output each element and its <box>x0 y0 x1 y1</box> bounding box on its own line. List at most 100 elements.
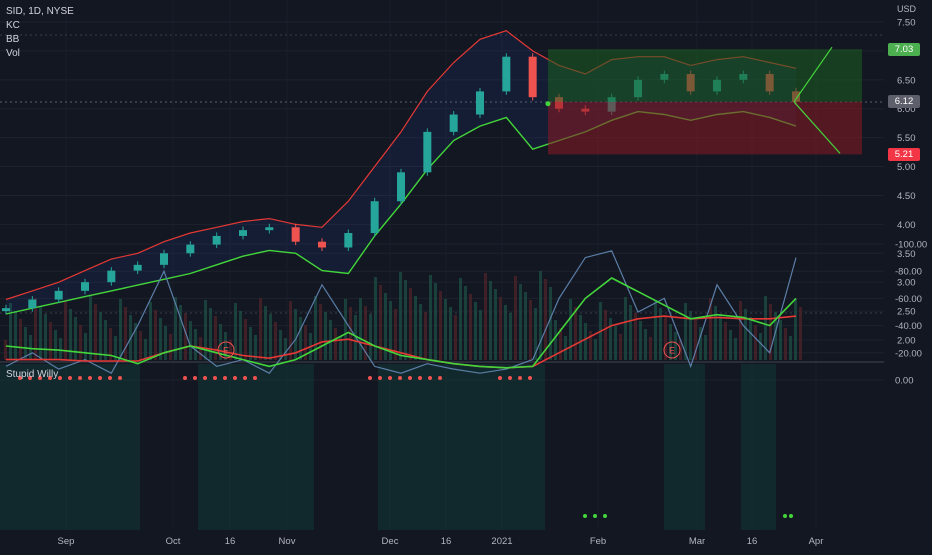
candle-body <box>476 91 484 115</box>
oversold-dot <box>593 514 597 518</box>
candle-body <box>160 253 168 265</box>
indicator-tick-label: -60.00 <box>895 294 922 305</box>
volume-bar <box>149 302 152 360</box>
volume-bar <box>289 301 292 360</box>
volume-bar <box>39 306 42 360</box>
volume-bar <box>204 300 207 360</box>
time-tick-label: Apr <box>809 536 824 547</box>
volume-bar <box>714 306 717 360</box>
volume-bar <box>699 327 702 360</box>
candle-body <box>528 56 537 98</box>
volume-bar <box>329 320 332 360</box>
candle-body <box>28 299 37 309</box>
overbought-dot <box>98 376 102 380</box>
fast-line <box>5 250 797 375</box>
volume-bar <box>284 338 287 360</box>
overlay-vol[interactable]: Vol <box>6 48 20 59</box>
candle-body <box>239 230 247 236</box>
volume-bar <box>634 313 637 360</box>
volume-bar <box>154 310 157 360</box>
overbought-dot <box>88 376 92 380</box>
volume-bar <box>664 316 667 360</box>
volume-bar <box>744 309 747 360</box>
volume-bar <box>399 272 402 360</box>
symbol-title[interactable]: SID, 1D, NYSE <box>6 6 74 17</box>
candle-body <box>2 308 10 312</box>
candle <box>107 267 116 286</box>
indicator-zone <box>741 364 776 530</box>
volume-bar <box>504 305 507 360</box>
volume-bar <box>94 304 97 360</box>
volume-bar <box>144 339 147 360</box>
volume-bar <box>259 298 262 360</box>
price-tick-label: 2.00 <box>897 336 916 347</box>
volume-bar <box>74 317 77 360</box>
volume-bar <box>769 304 772 360</box>
volume-bar <box>734 338 737 360</box>
indicator-title[interactable]: Stupid Willy <box>6 369 59 380</box>
volume-bar <box>789 336 792 360</box>
volume-bar <box>749 317 752 360</box>
volume-bar <box>29 335 32 360</box>
volume-bar <box>539 271 542 360</box>
overbought-dot <box>58 376 62 380</box>
volume-bar <box>124 307 127 360</box>
volume-bar <box>369 314 372 360</box>
volume-bar <box>239 311 242 360</box>
candle-body <box>318 241 326 248</box>
candle <box>239 226 247 240</box>
volume-bar <box>689 311 692 360</box>
overlay-bb[interactable]: BB <box>6 34 20 45</box>
overbought-dot <box>243 376 247 380</box>
volume-bar <box>14 311 17 360</box>
time-tick-label: 16 <box>747 536 758 547</box>
volume-bar <box>799 307 802 360</box>
volume-bar <box>374 277 377 360</box>
volume-bar <box>639 321 642 360</box>
price-tick-label: 4.00 <box>897 220 916 231</box>
volume-bar <box>314 296 317 360</box>
profit-zone <box>548 49 862 102</box>
candle-body <box>265 227 274 231</box>
candle-body <box>186 244 195 254</box>
volume-bar <box>84 333 87 360</box>
volume-bar <box>604 310 607 360</box>
volume-bar <box>19 319 22 360</box>
volume-bar <box>629 305 632 360</box>
candle <box>397 168 405 205</box>
candle <box>212 232 221 249</box>
currency-label: USD <box>897 4 917 14</box>
volume-bar <box>499 297 502 360</box>
volume-bar <box>174 297 177 360</box>
volume-bar <box>624 297 627 360</box>
volume-bar <box>304 325 307 360</box>
volume-bar <box>589 331 592 360</box>
loss-zone <box>548 101 862 155</box>
overbought-dot <box>498 376 502 380</box>
slow-line <box>5 277 797 369</box>
volume-bar <box>214 316 217 360</box>
volume-bar <box>359 298 362 360</box>
entry-dot <box>545 101 551 107</box>
time-tick-label: Nov <box>279 536 296 547</box>
volume-bar <box>564 336 567 360</box>
overbought-dot <box>193 376 197 380</box>
candle <box>449 111 458 136</box>
overbought-dot <box>213 376 217 380</box>
volume-bar <box>469 294 472 360</box>
candle-body <box>81 282 89 291</box>
overbought-dot <box>38 376 42 380</box>
price-tick-label: 5.50 <box>897 133 916 144</box>
oversold-dot <box>783 514 787 518</box>
volume-bar <box>554 320 557 360</box>
volume-bar <box>134 323 137 360</box>
overlay-kc[interactable]: KC <box>6 20 20 31</box>
volume-bar <box>709 298 712 360</box>
volume-bar <box>659 308 662 360</box>
signal-line <box>6 315 797 369</box>
volume-bar <box>384 293 387 360</box>
overbought-dot <box>203 376 207 380</box>
overbought-dot <box>118 376 122 380</box>
candle <box>265 223 274 234</box>
